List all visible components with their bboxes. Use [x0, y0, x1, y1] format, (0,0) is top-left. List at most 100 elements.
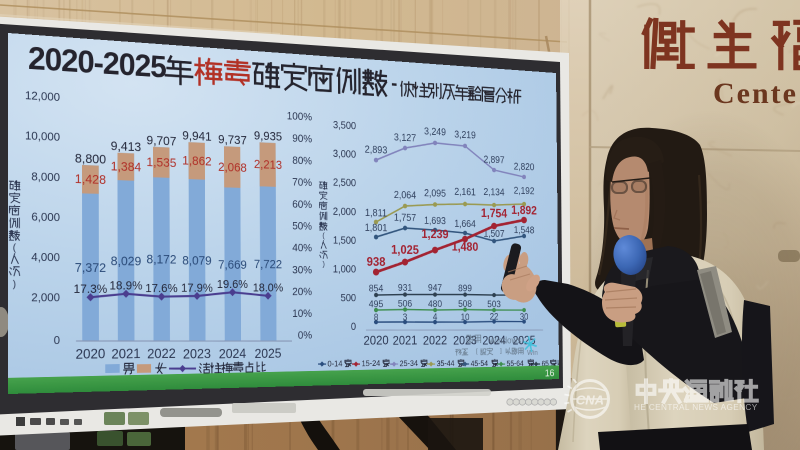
svg-text:55-64: 55-64: [507, 359, 524, 368]
svg-text:4: 4: [433, 313, 438, 323]
svg-text:0%: 0%: [298, 330, 312, 342]
svg-text:2023: 2023: [453, 333, 477, 347]
svg-text:30%: 30%: [292, 264, 312, 276]
svg-text:1,754: 1,754: [481, 206, 507, 221]
svg-text:2,095: 2,095: [424, 188, 446, 199]
svg-text:]: ]: [500, 347, 502, 355]
svg-text:1,480: 1,480: [452, 239, 479, 253]
svg-text:1,239: 1,239: [421, 227, 448, 242]
svg-text:22: 22: [490, 313, 499, 323]
svg-text:2020-2025: 2020-2025: [28, 40, 166, 84]
svg-text:1,025: 1,025: [391, 242, 419, 257]
svg-text:506: 506: [398, 299, 412, 310]
svg-text:35-44: 35-44: [437, 359, 455, 368]
svg-text:2022: 2022: [423, 333, 447, 347]
svg-text:2024: 2024: [219, 346, 247, 362]
svg-text:854: 854: [369, 283, 384, 294]
svg-text:500: 500: [341, 293, 356, 304]
svg-text:1,428: 1,428: [75, 171, 106, 187]
svg-text:[: [: [476, 347, 478, 355]
svg-text:1,892: 1,892: [511, 203, 537, 217]
svg-text:Windows: Windows: [489, 335, 522, 346]
svg-text:2020: 2020: [76, 345, 106, 361]
svg-text:30: 30: [520, 313, 529, 322]
svg-text:1,000: 1,000: [333, 264, 356, 275]
svg-text:2021: 2021: [111, 345, 140, 361]
svg-text:1,664: 1,664: [454, 219, 476, 230]
svg-text:8,172: 8,172: [146, 252, 176, 267]
svg-text:2,064: 2,064: [394, 190, 416, 201]
svg-text:2021: 2021: [393, 333, 418, 348]
svg-text:1,862: 1,862: [182, 153, 211, 168]
svg-text:10%: 10%: [292, 308, 312, 320]
svg-text:12,000: 12,000: [25, 89, 60, 104]
svg-text:899: 899: [458, 283, 472, 294]
svg-text:16: 16: [545, 368, 555, 379]
svg-text:70%: 70%: [292, 176, 312, 189]
svg-text:2,134: 2,134: [483, 187, 504, 198]
svg-text:45-54: 45-54: [471, 359, 489, 368]
svg-text:10: 10: [461, 313, 470, 323]
svg-text:3,500: 3,500: [333, 120, 356, 132]
svg-text:0-14: 0-14: [328, 359, 343, 368]
svg-text:9,941: 9,941: [182, 128, 211, 144]
svg-text:17.3%: 17.3%: [74, 282, 108, 296]
svg-text:8,029: 8,029: [111, 253, 142, 268]
svg-text:2020: 2020: [363, 333, 388, 348]
svg-text:0: 0: [54, 334, 60, 347]
svg-text:(: (: [13, 242, 17, 253]
svg-text:1,811: 1,811: [365, 208, 387, 219]
svg-text:1,757: 1,757: [394, 213, 416, 224]
svg-text:2,000: 2,000: [333, 207, 356, 218]
svg-text:0: 0: [351, 322, 356, 333]
svg-text:2,000: 2,000: [31, 291, 60, 304]
svg-text:8,800: 8,800: [75, 151, 106, 167]
svg-text:947: 947: [428, 283, 442, 294]
svg-text:9,413: 9,413: [111, 138, 142, 154]
svg-text:7,722: 7,722: [254, 257, 282, 271]
svg-text:19.6%: 19.6%: [217, 277, 248, 290]
svg-text:17.9%: 17.9%: [181, 281, 213, 294]
svg-text:2,068: 2,068: [218, 159, 247, 174]
svg-text:3,249: 3,249: [424, 126, 446, 138]
svg-text:2,192: 2,192: [514, 186, 535, 197]
svg-text:(: (: [322, 230, 325, 239]
svg-text:7,372: 7,372: [75, 260, 106, 275]
svg-text:8: 8: [374, 313, 379, 323]
svg-text:Win: Win: [527, 348, 538, 357]
svg-text:495: 495: [369, 299, 384, 310]
svg-text:2,893: 2,893: [365, 144, 388, 156]
svg-text:938: 938: [367, 254, 386, 269]
svg-text:18.0%: 18.0%: [253, 281, 283, 294]
svg-text:40%: 40%: [292, 242, 312, 254]
svg-text:7,669: 7,669: [218, 257, 247, 271]
svg-text:2025: 2025: [513, 333, 536, 347]
svg-text:15-24: 15-24: [362, 359, 381, 368]
svg-text:2,500: 2,500: [333, 178, 356, 190]
svg-text:1,507: 1,507: [483, 229, 504, 240]
svg-text:80%: 80%: [292, 154, 312, 167]
svg-text:1,548: 1,548: [514, 225, 535, 236]
svg-text:100%: 100%: [287, 110, 312, 123]
svg-text:Cente: Cente: [713, 77, 798, 110]
svg-text:17.6%: 17.6%: [145, 282, 177, 295]
svg-text:3,127: 3,127: [394, 132, 416, 144]
svg-text:2,820: 2,820: [514, 162, 535, 173]
svg-text:2,161: 2,161: [454, 187, 476, 198]
svg-text:20%: 20%: [292, 286, 312, 298]
svg-text:3: 3: [403, 313, 408, 323]
svg-text:18.9%: 18.9%: [109, 279, 142, 293]
svg-text:4,000: 4,000: [31, 251, 60, 264]
svg-text:10,000: 10,000: [25, 130, 60, 144]
svg-text:1,801: 1,801: [365, 223, 388, 234]
svg-text:2,897: 2,897: [484, 155, 505, 166]
svg-text:): ): [13, 279, 16, 290]
svg-text:60%: 60%: [292, 198, 312, 210]
svg-text:931: 931: [398, 283, 412, 294]
svg-text:2024: 2024: [482, 333, 506, 347]
svg-text:1,384: 1,384: [111, 159, 142, 175]
svg-text:9,737: 9,737: [218, 132, 247, 147]
svg-text:3,219: 3,219: [454, 130, 475, 142]
svg-text:1,500: 1,500: [333, 235, 356, 246]
svg-text:2023: 2023: [183, 346, 211, 362]
